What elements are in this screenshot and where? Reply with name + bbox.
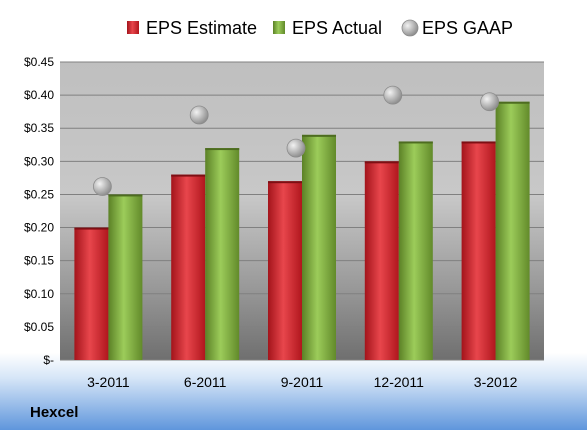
bar-eps-estimate <box>268 181 302 360</box>
y-tick-label: $0.15 <box>24 254 54 268</box>
legend-item: EPS Actual <box>273 18 382 38</box>
marker-eps-gaap <box>189 105 209 125</box>
bar-eps-estimate <box>74 227 109 360</box>
y-tick-label: $- <box>43 353 54 367</box>
bar-eps-estimate-top <box>461 141 496 144</box>
bar-eps-actual <box>108 194 143 360</box>
company-label: Hexcel <box>30 404 78 421</box>
legend-label: EPS GAAP <box>422 18 513 38</box>
legend-swatch <box>273 21 285 34</box>
y-tick-label: $0.25 <box>24 187 54 201</box>
legend-item: EPS GAAP <box>401 18 513 38</box>
y-tick-label: $0.30 <box>24 154 54 168</box>
y-tick-label: $0.05 <box>24 320 54 334</box>
bar-eps-actual-top <box>302 134 336 137</box>
bar-eps-estimate-top <box>74 227 109 230</box>
y-tick-label: $0.45 <box>24 55 54 69</box>
legend-label: EPS Estimate <box>146 18 257 38</box>
x-category-label: 6-2011 <box>184 374 227 390</box>
bar-eps-actual-top <box>398 141 433 144</box>
bar-eps-actual-top <box>205 148 240 151</box>
y-tick-label: $0.40 <box>24 88 54 102</box>
y-tick-label: $0.20 <box>24 221 54 235</box>
marker-eps-gaap <box>383 85 403 105</box>
bar-eps-estimate-top <box>268 181 302 184</box>
x-category-label: 9-2011 <box>281 374 324 390</box>
marker-eps-gaap <box>286 138 306 158</box>
y-tick-label: $0.35 <box>24 121 54 135</box>
legend-label: EPS Actual <box>292 18 382 38</box>
y-tick-label: $0.10 <box>24 287 54 301</box>
bar-eps-estimate <box>364 161 399 360</box>
bar-eps-actual-top <box>108 194 143 197</box>
marker-eps-gaap <box>93 177 112 196</box>
bar-eps-actual <box>302 134 336 360</box>
legend-item: EPS Estimate <box>127 18 257 38</box>
bar-eps-estimate <box>461 141 496 360</box>
bar-eps-actual <box>398 141 433 360</box>
marker-eps-gaap <box>480 92 500 112</box>
legend-swatch <box>401 19 419 37</box>
bar-eps-actual-top <box>495 101 530 104</box>
legend-swatch <box>127 21 139 34</box>
x-category-label: 12-2011 <box>374 374 425 390</box>
bar-eps-estimate-top <box>171 174 206 177</box>
bar-eps-estimate <box>171 174 206 360</box>
bar-eps-actual <box>205 148 240 360</box>
bar-eps-estimate-top <box>364 161 399 164</box>
x-category-label: 3-2012 <box>474 374 518 390</box>
bar-eps-actual <box>495 101 530 360</box>
x-category-label: 3-2011 <box>87 374 130 390</box>
